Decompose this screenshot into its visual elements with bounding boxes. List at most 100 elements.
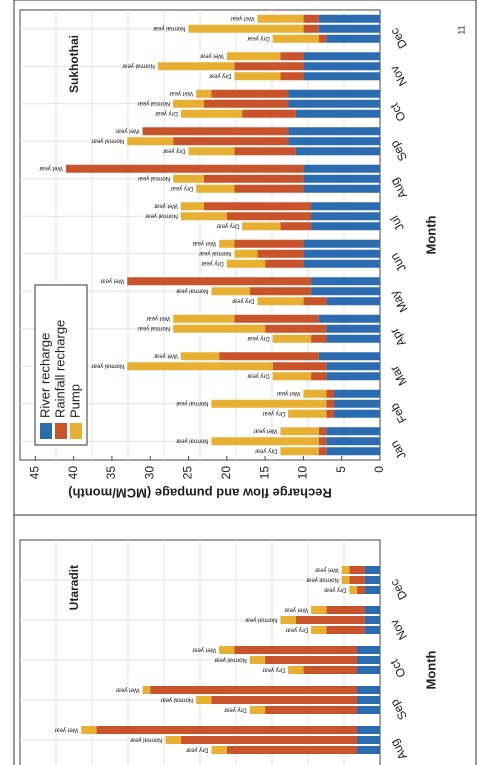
bar-segment (165, 736, 181, 744)
bar-segment (334, 399, 380, 408)
bar-segment (364, 606, 380, 614)
legend-box (34, 284, 88, 446)
legend-swatch (70, 423, 82, 439)
bar-segment (211, 89, 289, 98)
legend-label: Rainfall recharge (52, 320, 67, 418)
bar-segment (364, 616, 380, 624)
bar-segment (326, 606, 365, 614)
bar-segment (211, 399, 327, 408)
page-number: 11 (456, 25, 466, 34)
legend-swatch (40, 423, 52, 439)
bar-segment (357, 746, 380, 754)
bar-segment (272, 34, 319, 43)
scenario-label: Normal year (199, 250, 232, 256)
bar-segment (242, 109, 296, 118)
scenario-label: Wet year (154, 203, 178, 209)
bar-segment (188, 24, 304, 33)
scenario-label: Wet year (192, 646, 216, 652)
bar-segment (173, 324, 266, 333)
y-tick-label: 30 (142, 466, 156, 480)
y-tick-label: 20 (219, 466, 233, 480)
y-axis-label: Recharge flow and pumpage (MCM/month) (68, 486, 332, 501)
bar-segment (157, 62, 235, 71)
bar-segment (357, 646, 380, 654)
bar-segment (326, 399, 335, 408)
bar-segment (326, 297, 380, 306)
scenario-label: Dry year (155, 110, 178, 116)
bar-segment (318, 34, 327, 43)
scenario-label: Dry year (285, 626, 308, 632)
scenario-label: Wet year (54, 726, 78, 732)
scenario-label: Dry year (247, 35, 270, 41)
bar-segment (334, 409, 380, 418)
bar-segment (364, 576, 380, 584)
bar-segment (127, 277, 312, 286)
scenario-label: Wet year (192, 240, 216, 246)
bar-segment (303, 389, 327, 398)
bar-segment (288, 137, 381, 146)
bar-segment (226, 259, 266, 268)
bar-segment (349, 586, 358, 594)
chart-title: Sukhothai (67, 35, 81, 93)
bar-segment (326, 389, 335, 398)
bar-segment (311, 372, 327, 381)
bar-segment (127, 362, 273, 371)
scenario-label: Wet year (284, 606, 308, 612)
bar-segment (280, 72, 304, 81)
chart-title: Utaradit (67, 565, 81, 610)
bar-segment (357, 656, 380, 664)
bar-segment (326, 447, 380, 456)
scenario-label: Normal year (176, 438, 209, 444)
bar-segment (173, 137, 289, 146)
bar-segment (311, 222, 381, 231)
bar-segment (318, 24, 381, 33)
bar-segment (357, 696, 380, 704)
scenario-label: Normal year (92, 363, 125, 369)
bar-segment (318, 352, 381, 361)
bar-segment (364, 566, 380, 574)
bar-segment (203, 174, 304, 183)
scenario-label: Wet year (254, 428, 278, 434)
bar-segment (303, 52, 381, 61)
bar-segment (180, 202, 204, 211)
bar-segment (280, 222, 312, 231)
scenario-label: Normal year (92, 138, 125, 144)
bar-segment (242, 222, 281, 231)
bar-segment (326, 334, 380, 343)
bar-segment (180, 352, 220, 361)
bar-segment (341, 566, 350, 574)
bar-segment (180, 109, 243, 118)
bar-segment (142, 686, 151, 694)
bar-segment (349, 576, 365, 584)
scenario-label: Normal year (145, 213, 178, 219)
bar-segment (272, 372, 312, 381)
bar-segment (219, 646, 235, 654)
bar-segment (127, 137, 174, 146)
bar-segment (280, 52, 304, 61)
y-tick-label: 5 (334, 466, 348, 473)
bar-segment (318, 447, 327, 456)
scenario-label: Wet year (276, 390, 300, 396)
bar-segment (280, 616, 296, 624)
y-tick-label: 25 (181, 466, 195, 480)
bar-segment (234, 249, 258, 258)
x-axis-label: Month (423, 215, 438, 254)
panel-border (13, 514, 477, 765)
bar-segment (96, 726, 358, 734)
scenario-label: Wet year (146, 315, 170, 321)
bar-segment (318, 14, 381, 23)
y-tick-label: 35 (104, 466, 118, 480)
bar-segment (150, 686, 358, 694)
bar-segment (257, 297, 304, 306)
x-axis-label: Month (423, 650, 438, 689)
bar-segment (280, 447, 319, 456)
bar-segment (357, 666, 380, 674)
bar-segment (326, 372, 380, 381)
scenario-label: Normal year (130, 736, 163, 742)
scenario-label: Wet year (116, 686, 140, 692)
legend-label: Pump (67, 384, 82, 418)
scenario-label: Wet year (315, 566, 339, 572)
bar-segment (288, 409, 327, 418)
